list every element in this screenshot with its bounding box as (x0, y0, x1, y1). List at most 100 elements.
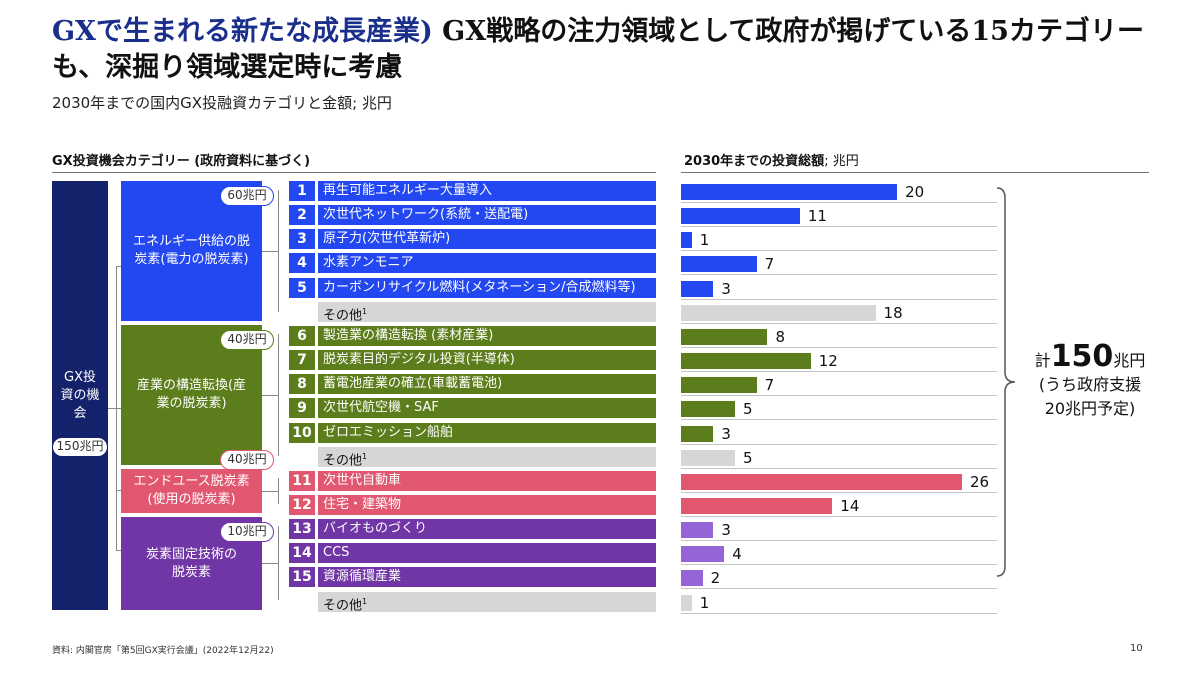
group-industry-label: 産業の構造転換(産業の脱炭素) (136, 378, 247, 411)
category-label: 脱炭素目的デジタル投資(半導体) (318, 350, 656, 370)
page-number: 10 (1130, 643, 1143, 654)
row-separator (681, 226, 997, 227)
bar-value-label: 18 (883, 304, 903, 322)
group-carbon-block: 炭素固定技術の脱炭素 (121, 517, 262, 610)
group-enduse-items-line (278, 478, 279, 504)
group-enduse-amount: 40兆円 (220, 450, 274, 470)
category-label: 水素アンモニア (318, 253, 656, 273)
group-energy-label: エネルギー供給の脱炭素(電力の脱炭素) (132, 234, 250, 267)
row-separator (681, 250, 997, 251)
bar-value-label: 4 (732, 545, 742, 563)
total-prefix: 計 (1034, 351, 1051, 370)
bar (681, 184, 898, 200)
category-label-text: 資源循環産業 (323, 569, 402, 584)
total-brace (996, 187, 1016, 577)
bar-value-label: 7 (764, 255, 775, 273)
bar-value-label: 3 (721, 280, 731, 298)
category-number: 6 (289, 326, 315, 346)
group4-connector-tick (116, 550, 121, 551)
group2-connector-tick (116, 408, 121, 409)
group-industry-amount: 40兆円 (220, 330, 274, 350)
group-enduse-block: エンドユース脱炭素(使用の脱炭素) (121, 469, 262, 513)
right-header-unit: ; 兆円 (824, 154, 859, 169)
group-enduse-label: エンドユース脱炭素(使用の脱炭素) (133, 474, 250, 507)
bar-value-label: 5 (743, 400, 753, 418)
group1-connector-tick (116, 266, 121, 267)
category-label-text: 再生可能エネルギー大量導入 (323, 183, 493, 198)
bar (681, 377, 757, 393)
page-title: GXで生まれる新たな成長産業) GX戦略の注力領域として政府が掲げている15カテ… (52, 14, 1172, 86)
group3-connector-tick (116, 490, 121, 491)
category-number: 13 (289, 519, 315, 539)
row-separator (681, 613, 997, 614)
bar (681, 522, 714, 538)
total-value: 150 (1050, 339, 1114, 374)
bar (681, 329, 768, 345)
bar (681, 426, 714, 442)
group-carbon-items-line (278, 526, 279, 600)
bar-value-label: 26 (970, 473, 990, 491)
row-separator (681, 564, 997, 565)
right-header-main: 2030年までの投資総額 (684, 154, 825, 169)
category-label: バイオものづくり (318, 519, 656, 539)
group-carbon-label: 炭素固定技術の脱炭素 (145, 546, 237, 580)
category-label-text: 蓄電池産業の確立(車載蓄電池) (323, 376, 503, 391)
bar-value-label: 5 (743, 449, 753, 467)
bar-value-label: 7 (764, 376, 775, 394)
category-number: 3 (289, 229, 315, 249)
bar-value-label: 11 (807, 207, 827, 225)
row-separator (681, 492, 997, 493)
row-separator (681, 274, 997, 275)
bar-value-label: 3 (721, 521, 731, 539)
category-label-text: バイオものづくり (323, 521, 428, 536)
total-annotation: 計150兆円 (うち政府支援 20兆円予定) (1020, 342, 1160, 421)
bar (681, 570, 703, 586)
root-amount-pill: 150兆円 (52, 437, 108, 457)
category-label-text: ゼロエミッション船舶 (323, 425, 454, 440)
bar (681, 353, 811, 369)
footnote-marker: 1 (362, 452, 368, 461)
category-label: ゼロエミッション船舶 (318, 423, 656, 443)
footnote-marker: 1 (362, 597, 368, 606)
bar (681, 546, 725, 562)
category-label-text: 住宅・建築物 (323, 497, 402, 512)
bar (681, 305, 876, 321)
total-line2: (うち政府支援 (1038, 375, 1142, 394)
category-label-text: カーボンリサイクル燃料(メタネーション/合成燃料等) (323, 280, 636, 295)
category-number: 5 (289, 278, 315, 298)
category-label-other: その他1 (318, 302, 656, 322)
category-label: 次世代自動車 (318, 471, 656, 491)
bar-value-label: 20 (905, 183, 925, 201)
bar-value-label: 14 (840, 497, 860, 515)
category-number: 1 (289, 181, 315, 201)
category-number: 8 (289, 374, 315, 394)
bar (681, 595, 692, 611)
category-number: 4 (289, 253, 315, 273)
category-label-text: 脱炭素目的デジタル投資(半導体) (323, 352, 515, 367)
category-label: 蓄電池産業の確立(車載蓄電池) (318, 374, 656, 394)
row-separator (681, 371, 997, 372)
category-label-text: 次世代航空機・SAF (323, 400, 439, 415)
group-enduse-items-tick (262, 491, 278, 492)
total-line3: 20兆円予定) (1044, 399, 1136, 418)
row-separator (681, 419, 997, 420)
category-label: 次世代航空機・SAF (318, 398, 656, 418)
bar (681, 232, 692, 248)
category-label: 次世代ネットワーク(系統・送配電) (318, 205, 656, 225)
root-category-label: GX投資の機会 (60, 369, 100, 421)
left-column-header: GX投資機会カテゴリー (政府資料に基づく) (52, 154, 311, 169)
category-label: 原子力(次世代革新炉) (318, 229, 656, 249)
bar (681, 450, 736, 466)
right-column-header: 2030年までの投資総額; 兆円 (684, 150, 859, 169)
category-label-text: CCS (323, 545, 350, 560)
group-industry-items-line (278, 334, 279, 456)
root-connector-tick (108, 408, 116, 409)
category-label-text: その他 (323, 598, 363, 612)
category-number: 14 (289, 543, 315, 563)
category-number: 7 (289, 350, 315, 370)
row-separator (681, 444, 997, 445)
category-number: 2 (289, 205, 315, 225)
bar (681, 256, 757, 272)
category-number: 15 (289, 567, 315, 587)
category-label-other: その他1 (318, 447, 656, 467)
